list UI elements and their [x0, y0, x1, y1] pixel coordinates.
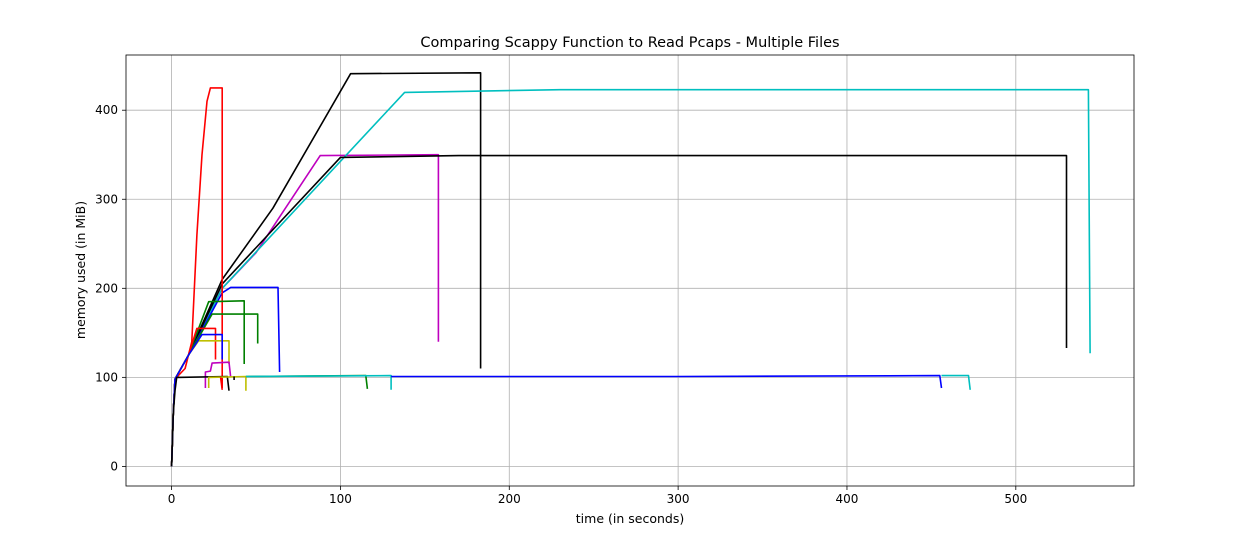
series-line-13 [170, 375, 230, 467]
series-line-10 [170, 339, 230, 467]
series-line-18 [941, 374, 971, 390]
chart-title: Comparing Scappy Function to Read Pcaps … [420, 35, 839, 51]
series-line-14 [207, 375, 247, 391]
series-line-12 [204, 361, 232, 388]
series-line-11 [170, 333, 223, 467]
x-tick-label: 500 [1004, 492, 1027, 506]
y-tick-label: 0 [110, 459, 118, 473]
x-tick-label: 200 [498, 492, 521, 506]
y-tick-label: 100 [95, 370, 118, 384]
x-tick-label: 400 [836, 492, 859, 506]
x-axis-label: time (in seconds) [576, 511, 684, 526]
y-tick-label: 300 [95, 192, 118, 206]
series-line-16 [245, 374, 392, 390]
series-line-2 [170, 72, 482, 467]
series-line-19 [219, 377, 223, 390]
series-line-4 [170, 154, 1068, 467]
series-lines [170, 72, 1091, 467]
x-tick-label: 100 [329, 492, 352, 506]
grid-lines [126, 55, 1134, 486]
y-axis-label: memory used (in MiB) [73, 201, 88, 339]
x-tick-label: 300 [667, 492, 690, 506]
y-tick-label: 400 [95, 103, 118, 117]
x-axis-ticks: 0 100 200 300 400 500 [168, 486, 1027, 506]
series-line-17 [391, 374, 943, 389]
x-tick-label: 0 [168, 492, 176, 506]
plot-frame [125, 54, 1135, 487]
series-line-6 [170, 87, 223, 467]
y-axis-ticks: 0 100 200 300 400 [95, 103, 126, 473]
y-tick-label: 200 [95, 281, 118, 295]
